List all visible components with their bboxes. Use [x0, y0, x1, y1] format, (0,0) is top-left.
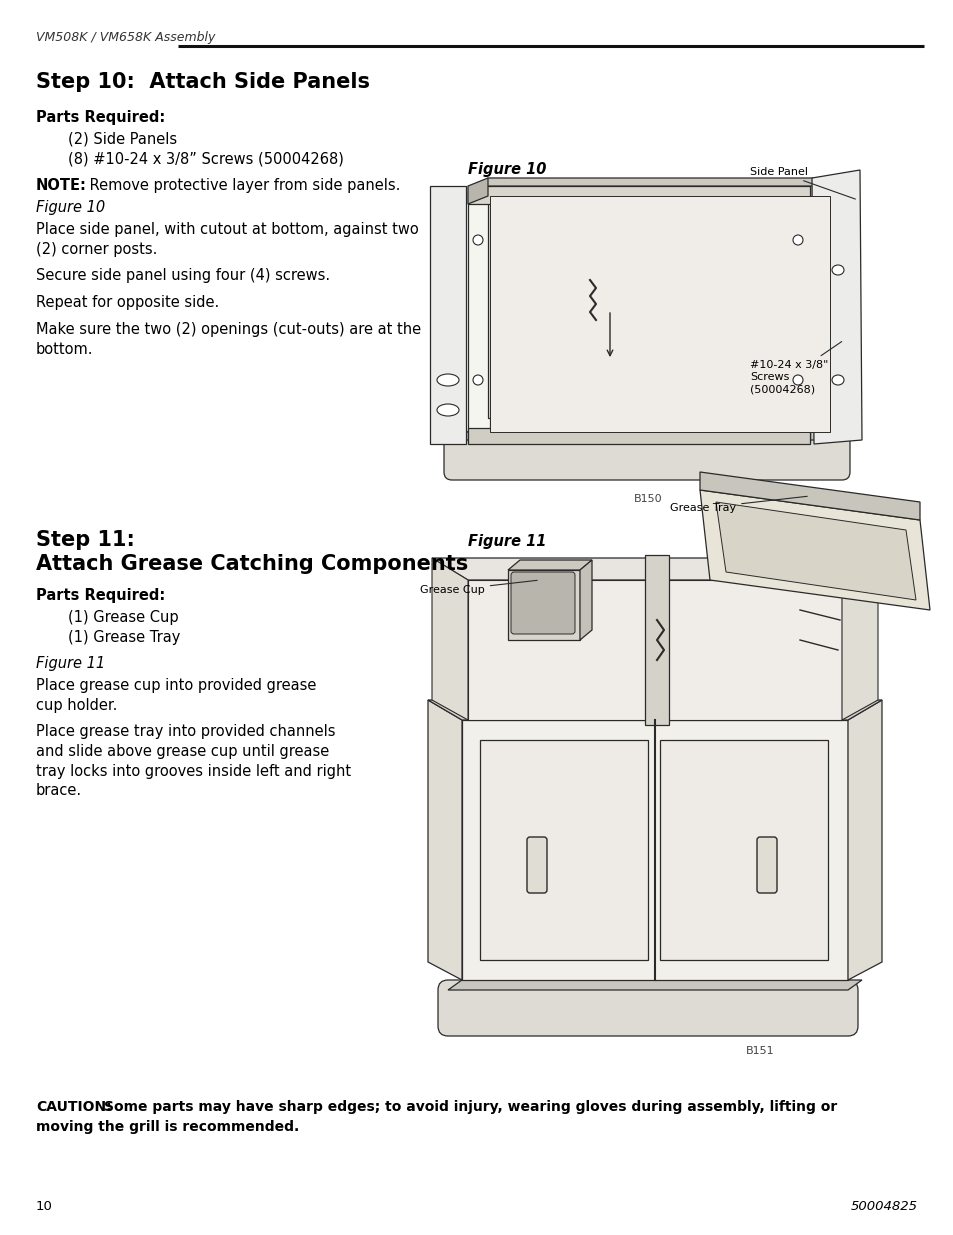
- Polygon shape: [432, 558, 877, 580]
- Text: NOTE:: NOTE:: [36, 178, 87, 193]
- Circle shape: [473, 235, 482, 245]
- Text: Parts Required:: Parts Required:: [36, 110, 165, 125]
- FancyBboxPatch shape: [659, 740, 827, 960]
- FancyBboxPatch shape: [468, 191, 490, 442]
- Polygon shape: [479, 178, 841, 186]
- Text: Attach Grease Catching Components: Attach Grease Catching Components: [36, 555, 468, 574]
- Polygon shape: [811, 170, 862, 445]
- FancyBboxPatch shape: [539, 400, 760, 429]
- Circle shape: [473, 375, 482, 385]
- FancyBboxPatch shape: [644, 555, 668, 725]
- Text: Remove protective layer from side panels.: Remove protective layer from side panels…: [85, 178, 400, 193]
- Text: Place grease cup into provided grease
cup holder.: Place grease cup into provided grease cu…: [36, 678, 316, 713]
- Text: (8) #10-24 x 3/8” Screws (50004268): (8) #10-24 x 3/8” Screws (50004268): [68, 152, 343, 167]
- Text: 10: 10: [36, 1200, 52, 1213]
- FancyBboxPatch shape: [787, 191, 809, 442]
- Text: Figure 10: Figure 10: [36, 200, 105, 215]
- Polygon shape: [490, 196, 829, 432]
- Text: B151: B151: [745, 1046, 774, 1056]
- Polygon shape: [468, 580, 841, 720]
- FancyBboxPatch shape: [809, 178, 827, 417]
- Text: Figure 11: Figure 11: [36, 656, 105, 671]
- Text: Place grease tray into provided channels
and slide above grease cup until grease: Place grease tray into provided channels…: [36, 724, 351, 798]
- FancyBboxPatch shape: [468, 186, 809, 204]
- Polygon shape: [468, 178, 488, 204]
- Polygon shape: [507, 571, 579, 640]
- Polygon shape: [432, 558, 468, 720]
- Ellipse shape: [436, 374, 458, 387]
- Ellipse shape: [831, 375, 843, 385]
- Text: Side Panel: Side Panel: [749, 167, 855, 199]
- Polygon shape: [461, 720, 847, 981]
- Text: Grease Tray: Grease Tray: [669, 496, 806, 513]
- Polygon shape: [847, 700, 882, 981]
- Text: Some parts may have sharp edges; to avoid injury, wearing gloves during assembly: Some parts may have sharp edges; to avoi…: [104, 1100, 837, 1114]
- FancyBboxPatch shape: [468, 429, 809, 445]
- Polygon shape: [716, 501, 915, 600]
- Text: Step 11:: Step 11:: [36, 530, 134, 550]
- Polygon shape: [452, 432, 857, 440]
- Polygon shape: [428, 700, 882, 720]
- FancyBboxPatch shape: [443, 432, 849, 480]
- Text: 50004825: 50004825: [850, 1200, 917, 1213]
- Ellipse shape: [436, 404, 458, 416]
- Text: Parts Required:: Parts Required:: [36, 588, 165, 603]
- Polygon shape: [579, 559, 592, 640]
- Polygon shape: [430, 186, 465, 445]
- Text: Figure 11: Figure 11: [468, 534, 546, 550]
- Text: moving the grill is recommended.: moving the grill is recommended.: [36, 1120, 299, 1134]
- FancyBboxPatch shape: [757, 837, 776, 893]
- Circle shape: [792, 375, 802, 385]
- Polygon shape: [841, 558, 877, 720]
- Text: (1) Grease Tray: (1) Grease Tray: [68, 630, 180, 645]
- Ellipse shape: [831, 266, 843, 275]
- FancyBboxPatch shape: [511, 572, 575, 634]
- Text: Step 10:  Attach Side Panels: Step 10: Attach Side Panels: [36, 72, 370, 91]
- FancyBboxPatch shape: [479, 740, 647, 960]
- Polygon shape: [700, 472, 919, 520]
- FancyBboxPatch shape: [437, 981, 857, 1036]
- Text: (2) Side Panels: (2) Side Panels: [68, 132, 177, 147]
- Polygon shape: [428, 700, 461, 981]
- Text: CAUTION:: CAUTION:: [36, 1100, 112, 1114]
- Text: VM508K / VM658K Assembly: VM508K / VM658K Assembly: [36, 32, 215, 44]
- Text: B150: B150: [633, 494, 661, 504]
- FancyBboxPatch shape: [488, 178, 505, 417]
- Polygon shape: [700, 490, 929, 610]
- Text: #10-24 x 3/8"
Screws
(50004268): #10-24 x 3/8" Screws (50004268): [749, 342, 841, 395]
- Polygon shape: [448, 981, 862, 990]
- Text: Place side panel, with cutout at bottom, against two
(2) corner posts.: Place side panel, with cutout at bottom,…: [36, 222, 418, 257]
- Text: Repeat for opposite side.: Repeat for opposite side.: [36, 295, 219, 310]
- Polygon shape: [507, 559, 592, 571]
- Text: Figure 10: Figure 10: [468, 162, 546, 177]
- Text: Make sure the two (2) openings (cut-outs) are at the
bottom.: Make sure the two (2) openings (cut-outs…: [36, 322, 420, 357]
- Ellipse shape: [539, 401, 760, 429]
- Circle shape: [792, 235, 802, 245]
- Text: Grease Cup: Grease Cup: [419, 580, 537, 595]
- Text: (1) Grease Cup: (1) Grease Cup: [68, 610, 178, 625]
- Text: Secure side panel using four (4) screws.: Secure side panel using four (4) screws.: [36, 268, 330, 283]
- FancyBboxPatch shape: [526, 837, 546, 893]
